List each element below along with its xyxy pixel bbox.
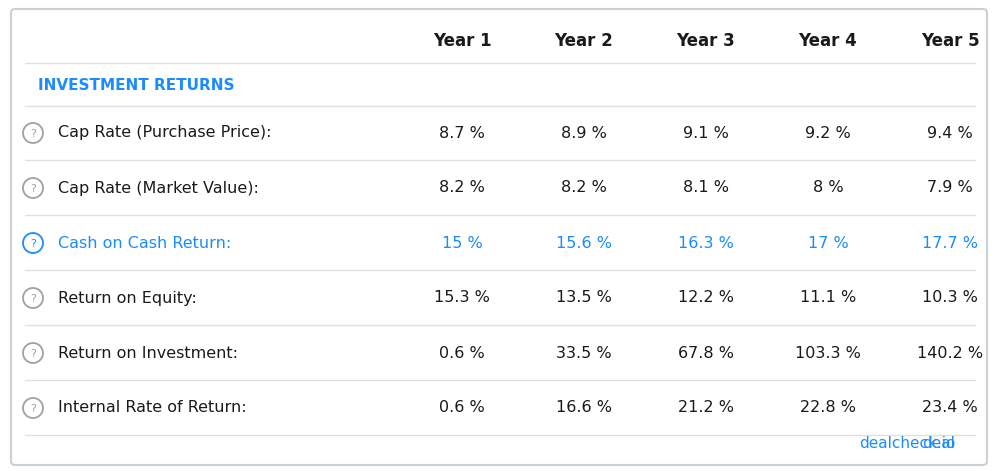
Text: 33.5 %: 33.5 % xyxy=(556,346,612,360)
Text: 13.5 %: 13.5 % xyxy=(556,291,612,306)
Text: 17 %: 17 % xyxy=(808,236,848,251)
Text: dealcheck.io: dealcheck.io xyxy=(859,436,955,450)
Text: 23.4 %: 23.4 % xyxy=(922,400,978,415)
Text: dealcheck.io: dealcheck.io xyxy=(859,436,955,450)
Text: 9.1 %: 9.1 % xyxy=(683,125,729,140)
Text: 15 %: 15 % xyxy=(442,236,482,251)
Text: 8.2 %: 8.2 % xyxy=(561,180,607,195)
Text: 21.2 %: 21.2 % xyxy=(678,400,734,415)
Text: ?: ? xyxy=(30,404,36,414)
Text: Year 3: Year 3 xyxy=(677,32,735,50)
Text: ?: ? xyxy=(30,184,36,194)
Text: Return on Investment:: Return on Investment: xyxy=(58,346,238,360)
Text: Year 4: Year 4 xyxy=(799,32,857,50)
Text: 7.9 %: 7.9 % xyxy=(927,180,973,195)
Text: INVESTMENT RETURNS: INVESTMENT RETURNS xyxy=(38,79,234,94)
Text: 67.8 %: 67.8 % xyxy=(678,346,734,360)
Text: 12.2 %: 12.2 % xyxy=(678,291,734,306)
Text: 8.7 %: 8.7 % xyxy=(439,125,485,140)
Text: 140.2 %: 140.2 % xyxy=(917,346,983,360)
Text: 103.3 %: 103.3 % xyxy=(795,346,861,360)
Text: Cash on Cash Return:: Cash on Cash Return: xyxy=(58,236,231,251)
Text: 8.1 %: 8.1 % xyxy=(683,180,729,195)
Text: Cap Rate (Market Value):: Cap Rate (Market Value): xyxy=(58,180,259,195)
Text: 16.6 %: 16.6 % xyxy=(556,400,612,415)
Text: 22.8 %: 22.8 % xyxy=(800,400,856,415)
Text: 15.6 %: 15.6 % xyxy=(556,236,612,251)
Text: 0.6 %: 0.6 % xyxy=(439,346,485,360)
Text: 9.2 %: 9.2 % xyxy=(805,125,851,140)
Text: ?: ? xyxy=(30,239,36,249)
Text: 11.1 %: 11.1 % xyxy=(800,291,856,306)
Text: ?: ? xyxy=(30,349,36,359)
Text: deal: deal xyxy=(922,436,955,450)
Text: 9.4 %: 9.4 % xyxy=(927,125,973,140)
Text: ?: ? xyxy=(30,129,36,139)
Text: Year 1: Year 1 xyxy=(433,32,491,50)
Text: 8.2 %: 8.2 % xyxy=(439,180,485,195)
Text: Year 5: Year 5 xyxy=(921,32,979,50)
Text: 8.9 %: 8.9 % xyxy=(561,125,607,140)
Text: 10.3 %: 10.3 % xyxy=(922,291,978,306)
FancyBboxPatch shape xyxy=(11,9,987,465)
Text: Year 2: Year 2 xyxy=(555,32,613,50)
Text: 0.6 %: 0.6 % xyxy=(439,400,485,415)
Text: Internal Rate of Return:: Internal Rate of Return: xyxy=(58,400,247,415)
Text: ?: ? xyxy=(30,294,36,304)
Text: Cap Rate (Purchase Price):: Cap Rate (Purchase Price): xyxy=(58,125,272,140)
Text: 8 %: 8 % xyxy=(813,180,843,195)
Text: Return on Equity:: Return on Equity: xyxy=(58,291,197,306)
Text: 15.3 %: 15.3 % xyxy=(434,291,490,306)
Text: 17.7 %: 17.7 % xyxy=(922,236,978,251)
Text: 16.3 %: 16.3 % xyxy=(678,236,734,251)
